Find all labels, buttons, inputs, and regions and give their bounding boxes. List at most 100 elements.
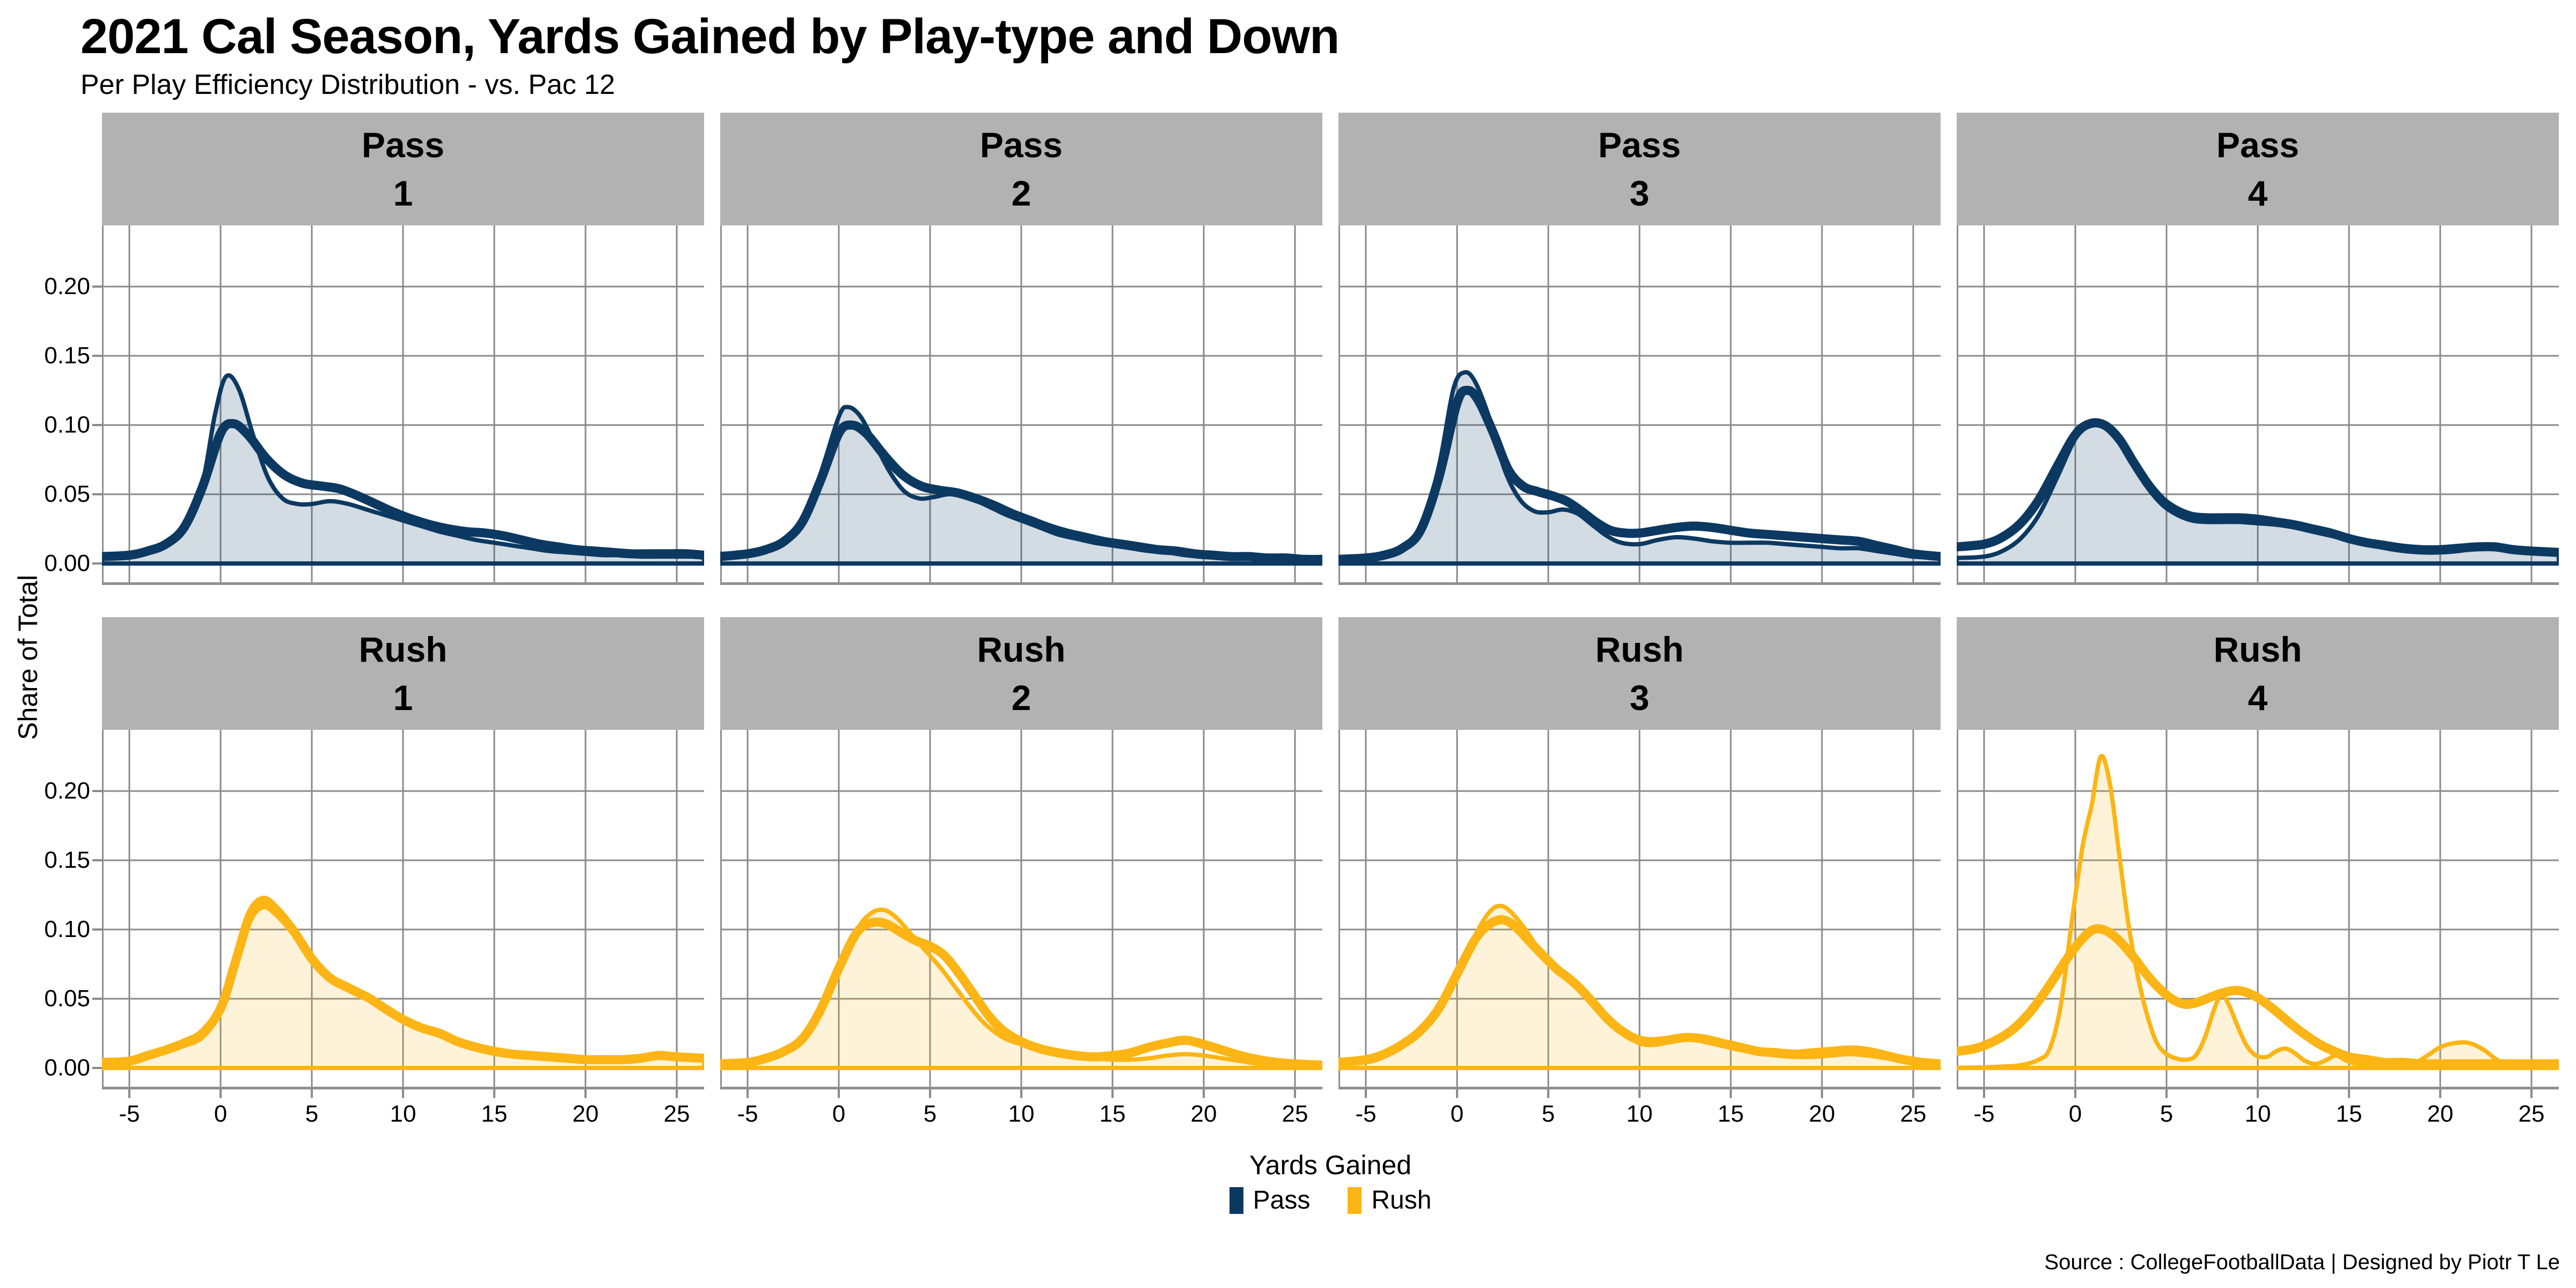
x-tick-mark xyxy=(493,1089,495,1098)
x-tick-label: 15 xyxy=(2336,1101,2362,1127)
x-axis-title: Yards Gained xyxy=(1249,1150,1412,1180)
density-panel xyxy=(1338,730,1941,1089)
x-tick-label: 5 xyxy=(1541,1101,1555,1127)
y-tick-mark xyxy=(92,859,102,861)
y-tick-label: 0.15 xyxy=(44,847,90,873)
x-tick-mark xyxy=(402,1089,404,1098)
y-tick-mark xyxy=(92,493,102,495)
x-tick-label: 10 xyxy=(1008,1101,1035,1127)
y-tick-mark xyxy=(92,998,102,1000)
x-tick-label: 25 xyxy=(1900,1101,1927,1127)
x-tick-mark xyxy=(128,1089,130,1098)
y-tick-mark xyxy=(92,286,102,288)
facet-strip-playtype-label: Rush xyxy=(2213,630,2302,669)
facet-strip-playtype-label: Pass xyxy=(361,125,445,165)
x-tick-label: -5 xyxy=(119,1101,140,1127)
x-tick-label: 10 xyxy=(2244,1101,2271,1127)
overall-density-line xyxy=(1338,385,1941,564)
source-caption: Source : CollegeFootballData | Designed … xyxy=(2044,1250,2560,1274)
density-panel xyxy=(1957,730,2559,1089)
x-tick-mark xyxy=(929,1089,931,1098)
y-tick-mark xyxy=(92,424,102,426)
legend-item-rush: Rush xyxy=(1348,1187,1431,1214)
x-tick-mark xyxy=(2530,1089,2533,1098)
facet-strip-down-label: 2 xyxy=(1011,173,1031,213)
x-tick-label: 0 xyxy=(832,1101,846,1127)
facet-strip-playtype-label: Rush xyxy=(977,630,1066,669)
legend-label: Pass xyxy=(1253,1186,1311,1214)
facet-strip-down-label: 1 xyxy=(393,678,413,718)
facet-strip-playtype-label: Rush xyxy=(1595,630,1684,669)
x-tick-label: 5 xyxy=(2160,1101,2174,1127)
x-tick-mark xyxy=(1203,1089,1205,1098)
x-tick-mark xyxy=(219,1089,222,1098)
y-tick-label: 0.10 xyxy=(44,412,90,438)
facet-strip: Rush 1 xyxy=(102,617,704,730)
density-panel xyxy=(1957,225,2559,585)
legend-swatch-rush xyxy=(1348,1187,1362,1214)
x-tick-mark xyxy=(1547,1089,1549,1098)
facet-strip-down-label: 3 xyxy=(1629,173,1650,213)
x-tick-mark xyxy=(676,1089,678,1098)
x-tick-label: 5 xyxy=(923,1101,937,1127)
x-tick-label: 25 xyxy=(1282,1101,1308,1127)
x-tick-mark xyxy=(584,1089,587,1098)
y-tick-label: 0.20 xyxy=(44,273,90,299)
density-panel xyxy=(720,225,1322,585)
down-density-area xyxy=(1957,753,2559,1070)
x-tick-mark xyxy=(1730,1089,1732,1098)
x-tick-mark xyxy=(2165,1089,2168,1098)
y-tick-mark xyxy=(92,928,102,931)
facet-strip: Rush 4 xyxy=(1957,617,2559,730)
x-tick-mark xyxy=(1821,1089,1823,1098)
overall-density-line xyxy=(102,419,704,561)
x-tick-label: 20 xyxy=(1190,1101,1217,1127)
x-tick-mark xyxy=(747,1089,749,1098)
x-tick-label: 10 xyxy=(390,1101,416,1127)
x-tick-label: 0 xyxy=(1450,1101,1464,1127)
y-tick-mark xyxy=(92,562,102,565)
x-tick-label: 20 xyxy=(2427,1101,2454,1127)
y-tick-label: 0.00 xyxy=(44,1055,90,1081)
x-tick-mark xyxy=(2257,1089,2259,1098)
facet-strip-playtype-label: Pass xyxy=(2216,125,2300,165)
x-tick-mark xyxy=(1020,1089,1022,1098)
x-tick-mark xyxy=(1365,1089,1367,1098)
facet-strip-down-label: 4 xyxy=(2248,678,2268,718)
x-tick-label: 15 xyxy=(1099,1101,1126,1127)
y-tick-label: 0.05 xyxy=(44,481,90,507)
x-tick-mark xyxy=(1456,1089,1458,1098)
density-panel xyxy=(1338,225,1941,585)
facet-strip: Pass 4 xyxy=(1957,113,2559,225)
overall-density-line xyxy=(1957,418,2559,557)
x-tick-label: 20 xyxy=(1809,1101,1835,1127)
x-tick-label: -5 xyxy=(737,1101,758,1127)
overall-density-line xyxy=(1338,915,1941,1069)
facet-strip: Pass 1 xyxy=(102,113,704,225)
y-tick-label: 0.20 xyxy=(44,778,90,804)
x-tick-mark xyxy=(311,1089,313,1098)
y-tick-mark xyxy=(92,1067,102,1069)
x-tick-mark xyxy=(838,1089,840,1098)
x-tick-label: -5 xyxy=(1973,1101,1995,1127)
density-panel xyxy=(720,730,1322,1089)
x-tick-mark xyxy=(1912,1089,1914,1098)
legend-item-pass: Pass xyxy=(1229,1186,1311,1214)
x-tick-label: 25 xyxy=(2518,1101,2545,1127)
x-tick-label: 10 xyxy=(1626,1101,1653,1127)
overall-density-line xyxy=(720,420,1322,564)
density-panel xyxy=(102,730,704,1089)
x-tick-label: 0 xyxy=(2068,1101,2082,1127)
y-tick-mark xyxy=(92,790,102,792)
x-tick-label: -5 xyxy=(1355,1101,1377,1127)
facet-strip: Rush 3 xyxy=(1338,617,1941,730)
facet-strip: Pass 2 xyxy=(720,113,1322,225)
facet-strip: Rush 2 xyxy=(720,617,1322,730)
overall-density-line xyxy=(720,917,1322,1070)
y-tick-label: 0.15 xyxy=(44,342,90,369)
x-tick-label: 20 xyxy=(572,1101,599,1127)
overall-density-line xyxy=(102,896,704,1067)
legend: Pass Rush xyxy=(102,1187,2559,1214)
x-tick-label: 15 xyxy=(481,1101,508,1127)
x-tick-mark xyxy=(2439,1089,2441,1098)
